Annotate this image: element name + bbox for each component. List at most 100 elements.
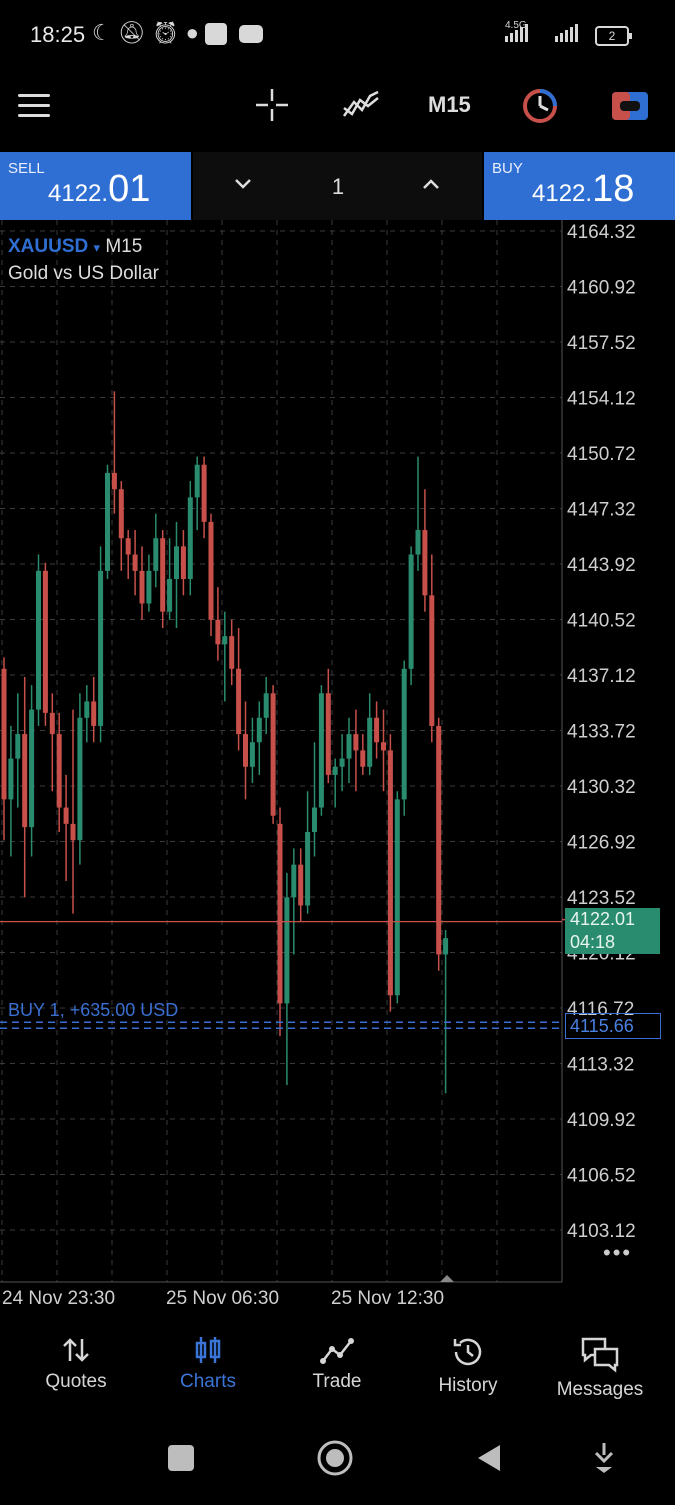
candle-body	[312, 807, 317, 833]
symbol-name[interactable]: XAUUSD	[8, 236, 89, 257]
y-tick-label: 4154.12	[567, 389, 636, 410]
battery-icon: 2	[595, 26, 632, 46]
candle-body	[91, 701, 97, 726]
signal-icon	[505, 24, 545, 44]
symbol-description: Gold vs US Dollar	[8, 263, 159, 284]
candle-body	[125, 538, 131, 555]
trade-panel-icon[interactable]	[612, 92, 648, 120]
nav-trade-label: Trade	[312, 1371, 362, 1392]
candle-body	[36, 570, 41, 710]
y-tick-label: 4133.72	[567, 722, 636, 743]
nav-history-label: History	[438, 1375, 498, 1396]
candle-body	[291, 864, 297, 898]
candle-body	[1, 668, 7, 800]
signal-icon-2	[555, 24, 595, 44]
nav-messages[interactable]: Messages	[548, 1335, 652, 1401]
y-tick-label: 4123.52	[567, 888, 636, 909]
chevron-up-icon[interactable]	[421, 174, 441, 194]
chevron-down-icon[interactable]	[233, 174, 253, 194]
candle-body	[249, 742, 255, 767]
candle-body	[111, 472, 117, 490]
chart-timeframe: M15	[105, 236, 143, 257]
volume-value[interactable]: 1	[331, 174, 345, 199]
candle-body	[353, 734, 359, 751]
candle-body	[415, 530, 421, 555]
candle-body	[346, 734, 352, 759]
bell-off-icon: 🔕︎	[117, 20, 152, 45]
candle-body	[256, 717, 262, 743]
price-chart[interactable]: 4164.32 4160.92 4157.52 4154.12 4150.72 4147.…	[0, 220, 675, 1310]
candle-body	[325, 693, 331, 775]
youtube-icon	[239, 25, 264, 44]
home-icon	[317, 1440, 353, 1476]
candle-body	[367, 717, 373, 767]
candle-body	[22, 734, 28, 828]
candle-body	[174, 546, 179, 580]
sell-price: 4122.01	[48, 168, 151, 210]
candle-body	[243, 734, 248, 767]
crosshair-icon[interactable]	[254, 87, 290, 123]
position-label[interactable]: BUY 1, +635.00 USD	[8, 1000, 179, 1020]
candle-body	[201, 464, 207, 522]
chat-bubble-icon: ●	[185, 20, 205, 45]
nav-history[interactable]: History	[430, 1335, 506, 1397]
candle-body	[194, 464, 200, 498]
system-nav-buttons	[168, 1440, 614, 1476]
candle-body	[236, 668, 242, 735]
candle-body	[139, 570, 145, 604]
recents-icon	[168, 1445, 194, 1471]
nav-charts[interactable]: Charts	[170, 1335, 246, 1393]
messages-icon	[581, 1337, 619, 1373]
candle-body	[70, 823, 76, 841]
moon-icon: ☾	[92, 20, 118, 45]
y-tick-label: 4116.72	[567, 999, 634, 1020]
candle-body	[84, 701, 90, 718]
candle-body	[229, 636, 235, 669]
candle-body	[49, 712, 55, 735]
candle-body	[56, 734, 62, 808]
candle-body	[63, 807, 69, 824]
bottom-navigation: Quotes Charts Trade History Messages	[0, 1315, 675, 1425]
candle-body	[160, 538, 166, 612]
candle-body	[215, 619, 221, 645]
menu-icon[interactable]	[18, 94, 50, 118]
candle-body	[167, 579, 173, 612]
back-icon	[478, 1445, 500, 1471]
symbol-header[interactable]: XAUUSD ▾ M15	[8, 236, 142, 258]
nav-charts-label: Charts	[180, 1371, 236, 1392]
candle-body	[105, 472, 110, 571]
charts-candles-icon	[195, 1337, 221, 1363]
buy-label: BUY	[492, 160, 523, 177]
nav-quotes[interactable]: Quotes	[38, 1335, 114, 1393]
candle-body	[180, 546, 186, 580]
hide-nav-icon	[594, 1443, 614, 1464]
shift-marker-icon	[440, 1275, 454, 1282]
candle-body	[394, 799, 400, 996]
timeframe-button[interactable]: M15	[428, 92, 471, 117]
y-tick-label: 4109.92	[567, 1110, 636, 1131]
status-bar: 18:25 ☾🔕︎⏰︎● 4.5G 2	[0, 0, 675, 70]
nav-messages-label: Messages	[556, 1379, 644, 1400]
nav-trade[interactable]: Trade	[302, 1335, 372, 1393]
y-tick-label: 4137.12	[567, 666, 636, 687]
indicators-icon[interactable]	[342, 88, 380, 122]
candle-body	[222, 636, 228, 645]
sell-button[interactable]: SELL 4122.01	[0, 152, 191, 220]
candle-body	[339, 758, 345, 767]
sell-label: SELL	[8, 160, 45, 177]
buy-button[interactable]: BUY 4122.18	[484, 152, 675, 220]
more-options-icon[interactable]: •••	[603, 1240, 633, 1265]
candle-body	[360, 750, 366, 767]
candlestick-chart[interactable]: 4164.32 4160.92 4157.52 4154.12 4150.72 4147.…	[0, 220, 675, 1310]
candle-body	[332, 766, 338, 775]
y-tick-label: 4157.52	[567, 333, 636, 354]
symbol-dropdown-icon[interactable]: ▾	[93, 240, 101, 255]
y-tick-label: 4147.32	[567, 500, 636, 521]
candle-body	[298, 864, 304, 906]
one-click-clock-icon[interactable]	[522, 88, 558, 124]
quote-bar: SELL 4122.01 1 BUY 4122.18	[0, 152, 675, 220]
buy-price: 4122.18	[532, 168, 635, 210]
candle-body	[263, 693, 269, 718]
system-navigation-bar	[0, 1425, 675, 1500]
candle-body	[422, 530, 428, 596]
